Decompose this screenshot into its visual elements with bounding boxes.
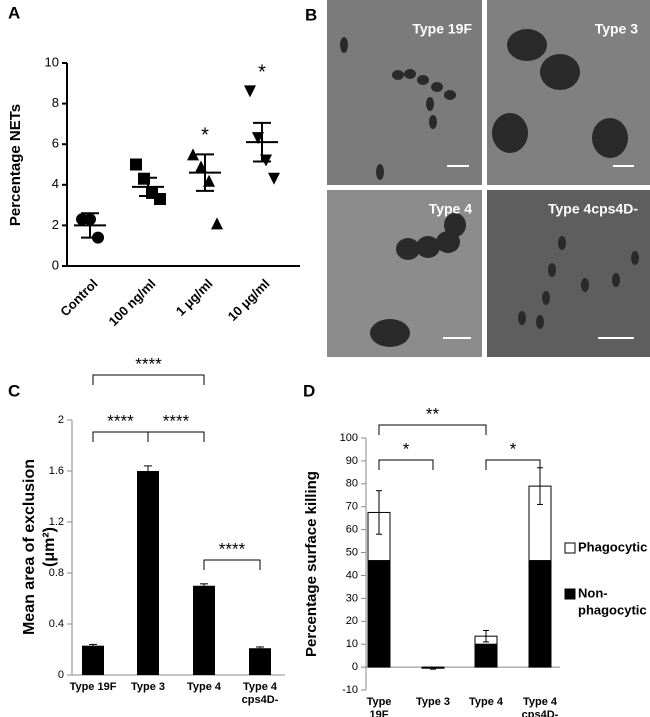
x-tick-label: Type 19F	[70, 681, 117, 693]
x-tick-label: Type 4	[243, 681, 278, 693]
y-tick-label: 60	[346, 524, 358, 536]
y-tick-label: 0.8	[49, 567, 64, 579]
significance-bracket	[92, 374, 205, 385]
bar	[193, 585, 215, 675]
significance-label: ****	[219, 539, 246, 558]
y-axis-label: Mean area of exclusion	[21, 459, 38, 635]
significance-bracket	[378, 424, 487, 435]
y-tick-label: 10	[346, 638, 358, 650]
y-tick-label: 100	[340, 432, 358, 444]
significance-bracket	[485, 459, 541, 470]
y-tick-label: 6	[52, 136, 59, 151]
bar	[249, 648, 271, 675]
significance-bracket	[147, 431, 205, 442]
y-tick-label: 0.4	[49, 618, 64, 630]
significance-label: **	[426, 404, 440, 423]
point	[154, 193, 166, 206]
y-tick-label: 0	[352, 661, 358, 673]
significance-label: ****	[107, 411, 134, 430]
x-tick-label: 10 μg/ml	[225, 276, 273, 324]
point	[187, 148, 199, 161]
x-tick-label: Type 3	[131, 681, 165, 693]
y-tick-label: 10	[45, 54, 59, 69]
y-tick-label: 8	[52, 95, 59, 110]
bacteria	[340, 29, 639, 347]
y-axis-label: Percentage surface killing	[303, 471, 320, 657]
x-tick-label: 1 μg/ml	[173, 276, 216, 319]
x-tick-label: cps4D-	[522, 709, 559, 717]
y-tick-label: 4	[52, 176, 59, 191]
legend-label: phagocytic	[578, 602, 647, 617]
legend-label: Phagocytic	[578, 539, 647, 554]
y-tick-label: 0	[52, 257, 59, 272]
micrograph-label: Type 3	[595, 21, 639, 37]
micrograph	[487, 190, 650, 357]
panel-label: C	[8, 381, 20, 400]
x-tick-label: Type 4	[187, 681, 222, 693]
legend-label: Non-	[578, 585, 608, 600]
y-tick-label: 1.6	[49, 465, 64, 477]
micrograph-label: Type 4cps4D-	[548, 201, 638, 217]
significance-bracket	[378, 459, 434, 470]
x-tick-label: Type	[367, 696, 392, 708]
panel-label: D	[303, 381, 315, 400]
legend-swatch	[564, 588, 576, 600]
y-tick-label: 0	[58, 669, 64, 681]
point	[211, 217, 223, 230]
scale-bars	[443, 165, 634, 339]
point	[244, 85, 256, 98]
y-axis-label: Percentage NETs	[7, 104, 24, 226]
significance-label: ****	[135, 354, 162, 373]
x-tick-label: Type 4	[469, 696, 504, 708]
micrograph-label: Type 19F	[412, 21, 472, 37]
point	[130, 158, 142, 171]
micrographs	[327, 0, 650, 357]
y-tick-label: 40	[346, 569, 358, 581]
y-tick-label: 70	[346, 501, 358, 513]
y-tick-label: 2	[58, 414, 64, 426]
y-tick-label: 50	[346, 546, 358, 558]
micrograph-label: Type 4	[429, 201, 473, 217]
x-tick-label: Type 3	[416, 696, 450, 708]
y-tick-label: 90	[346, 455, 358, 467]
significance-label: *	[403, 439, 410, 458]
y-axis-label: (μm²)	[41, 527, 58, 567]
x-tick-label: Type 4	[523, 696, 558, 708]
bar-segment	[367, 560, 391, 668]
significance-label: *	[510, 439, 517, 458]
legend-swatch	[564, 542, 576, 554]
significance-label: ****	[163, 411, 190, 430]
significance-bracket	[92, 431, 149, 442]
bar	[82, 645, 104, 675]
x-tick-label: Control	[57, 276, 100, 319]
x-tick-label: cps4D-	[242, 694, 279, 706]
x-tick-label: 100 ng/ml	[106, 276, 159, 329]
panel-label: B	[305, 5, 317, 24]
bar	[137, 471, 159, 675]
y-tick-label: 30	[346, 592, 358, 604]
y-tick-label: 2	[52, 217, 59, 232]
y-tick-label: 80	[346, 478, 358, 490]
point	[268, 172, 280, 185]
x-tick-label: 19F	[370, 709, 389, 717]
significance-bracket	[203, 559, 261, 570]
annotation: *	[201, 125, 209, 147]
y-tick-label: 20	[346, 615, 358, 627]
micrograph	[327, 0, 482, 185]
y-tick-label: 1.2	[49, 516, 64, 528]
micrograph	[487, 0, 650, 185]
y-tick-label: -10	[342, 684, 358, 696]
annotation: *	[258, 62, 266, 84]
panel-label: A	[8, 3, 20, 22]
